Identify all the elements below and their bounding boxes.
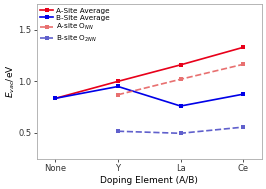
B-Site Average xyxy=(179,105,182,107)
B-Site Average xyxy=(54,97,57,99)
Line: A-site O$_{NN}$: A-site O$_{NN}$ xyxy=(116,62,246,97)
B-site O$_{2NN}$ xyxy=(117,130,120,132)
Legend: A-Site Average, B-Site Average, A-site O$_{NN}$, B-site O$_{2NN}$: A-Site Average, B-Site Average, A-site O… xyxy=(39,6,111,45)
B-Site Average xyxy=(242,93,245,95)
A-Site Average xyxy=(117,80,120,82)
A-Site Average xyxy=(179,64,182,66)
B-Site Average xyxy=(117,85,120,88)
A-Site Average xyxy=(54,97,57,99)
Y-axis label: $E_{vac}$/eV: $E_{vac}$/eV xyxy=(4,64,17,98)
Line: A-Site Average: A-Site Average xyxy=(53,45,246,101)
Line: B-site O$_{2NN}$: B-site O$_{2NN}$ xyxy=(116,125,246,136)
A-site O$_{NN}$ xyxy=(179,78,182,80)
A-site O$_{NN}$ xyxy=(117,94,120,96)
Line: B-Site Average: B-Site Average xyxy=(53,84,246,108)
A-site O$_{NN}$ xyxy=(242,63,245,66)
B-site O$_{2NN}$ xyxy=(179,132,182,134)
B-site O$_{2NN}$ xyxy=(242,126,245,128)
A-Site Average xyxy=(242,46,245,49)
X-axis label: Doping Element (A/B): Doping Element (A/B) xyxy=(100,176,198,185)
